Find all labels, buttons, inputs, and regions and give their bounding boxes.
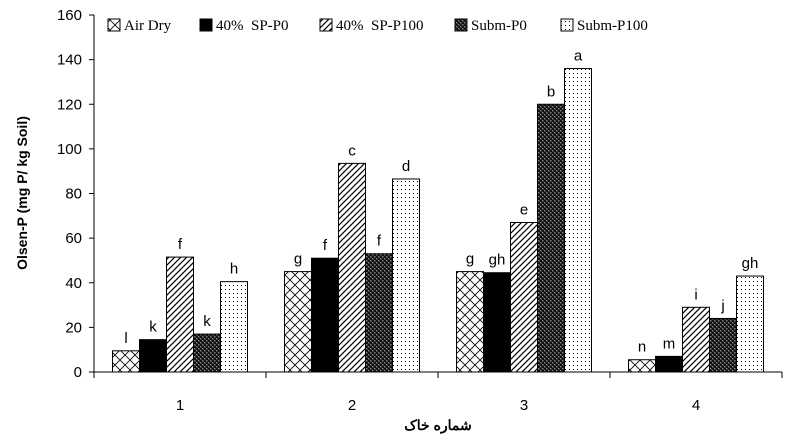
bar-significance-label: e — [520, 202, 528, 219]
bar-significance-label: k — [203, 313, 211, 330]
legend-swatch — [454, 18, 468, 32]
legend-swatch — [199, 18, 213, 32]
bar-significance-label: n — [638, 339, 646, 356]
bar-significance-label: i — [694, 286, 697, 303]
bar — [311, 257, 339, 373]
y-tick-label: 20 — [65, 319, 82, 336]
legend-label: 40% SP-P0 — [216, 18, 289, 34]
bar — [682, 306, 710, 373]
x-tick-label: 2 — [348, 397, 356, 414]
bars-group — [112, 68, 764, 373]
x-axis-title: شماره خاک — [404, 417, 472, 434]
y-tick-label: 80 — [65, 186, 82, 203]
y-tick-label: 160 — [57, 7, 82, 24]
bar — [736, 275, 764, 373]
bar-significance-label: k — [149, 319, 157, 336]
bar-significance-label: b — [547, 83, 555, 100]
bar — [166, 256, 194, 373]
x-tick-label: 1 — [176, 397, 184, 414]
bar — [139, 339, 167, 373]
bar-significance-label: gh — [742, 255, 759, 272]
bar — [537, 103, 565, 373]
legend-label: Subm-P100 — [577, 18, 648, 34]
x-axis-ticks: 1 2 3 4 — [93, 372, 783, 414]
bar-significance-label: f — [377, 233, 382, 250]
legend-swatch — [560, 18, 574, 32]
y-tick-label: 40 — [65, 275, 82, 292]
bar — [709, 317, 737, 373]
legend-swatch — [107, 18, 121, 32]
y-tick-label: 100 — [57, 141, 82, 158]
bar — [112, 350, 140, 373]
y-tick-label: 60 — [65, 230, 82, 247]
legend-label: 40% SP-P100 — [336, 18, 424, 34]
legend-label: Air Dry — [124, 18, 172, 34]
bar — [392, 178, 420, 373]
bar-significance-label: f — [323, 237, 328, 254]
bar-significance-label: l — [124, 330, 127, 347]
bar — [338, 162, 366, 373]
bar-significance-label: f — [178, 236, 183, 253]
x-tick-label: 4 — [692, 397, 700, 414]
y-axis-ticks: 0 20 40 60 80 100 120 140 160 — [57, 7, 94, 381]
y-axis-title: Olsen-P (mg P/ kg Soil) — [14, 116, 30, 270]
bar-significance-label: d — [402, 158, 410, 175]
legend-swatch — [319, 18, 333, 32]
bar-significance-label: h — [230, 261, 238, 278]
bar — [220, 281, 248, 373]
bar — [483, 272, 511, 373]
bar-significance-label: gh — [489, 252, 506, 269]
bar — [510, 222, 538, 373]
bar-significance-label: m — [663, 335, 676, 352]
y-tick-label: 120 — [57, 96, 82, 113]
x-tick-label: 3 — [520, 397, 528, 414]
bar — [655, 355, 683, 373]
bar-significance-label: a — [574, 48, 583, 65]
bar — [284, 271, 312, 373]
bar-significance-label: g — [466, 251, 474, 268]
bar — [456, 271, 484, 373]
legend: Air Dry 40% SP-P0 40% SP-P100 Subm-P0 Subm-P… — [107, 18, 648, 34]
bar-significance-label: g — [294, 251, 302, 268]
bar-significance-label: c — [348, 142, 356, 159]
bar — [564, 68, 592, 373]
y-tick-label: 140 — [57, 52, 82, 69]
y-tick-label: 0 — [74, 364, 82, 381]
bar — [628, 359, 656, 373]
bar — [193, 333, 221, 373]
bar-significance-label: j — [720, 297, 724, 314]
bar — [365, 253, 393, 373]
legend-label: Subm-P0 — [471, 18, 527, 34]
